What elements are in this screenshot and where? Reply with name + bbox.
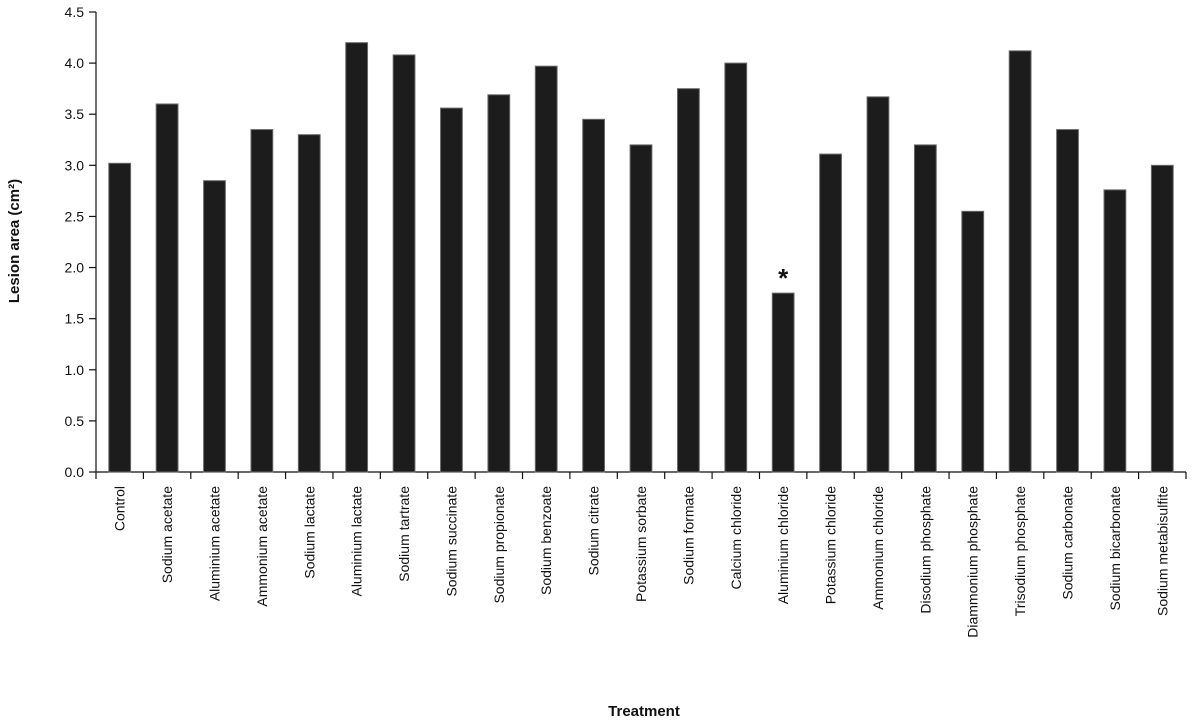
x-category-label: Sodium carbonate <box>1060 486 1076 600</box>
bar <box>819 153 842 473</box>
y-tick-label: 4.5 <box>65 4 85 20</box>
bar <box>392 54 416 473</box>
x-axis: Control Sodium acetate Aluminium acetate Am… <box>95 471 1187 638</box>
bar <box>250 129 274 473</box>
x-category-label: Diammonium phosphate <box>965 486 981 638</box>
bar <box>203 180 226 473</box>
bar <box>155 103 179 473</box>
x-category-label: Ammonium chloride <box>870 486 886 610</box>
x-category-label: Sodium tartrate <box>396 486 412 582</box>
x-category-label: Sodium metabisulfite <box>1154 486 1170 616</box>
bar <box>961 210 985 473</box>
x-category-label: Ammonium acetate <box>254 486 270 607</box>
x-category-label: Sodium acetate <box>159 486 175 583</box>
bars <box>108 42 1174 473</box>
x-category-label: Aluminium lactate <box>349 486 365 597</box>
x-category-label: Calcium chloride <box>728 486 744 590</box>
bar <box>771 292 795 473</box>
x-category-label: Sodium bicarbonate <box>1107 486 1123 611</box>
y-tick-label: 2.5 <box>65 208 85 224</box>
y-axis: 0.0 0.5 1.0 1.5 2.0 2.5 3.0 3.5 4.0 4.5 <box>65 4 97 480</box>
x-category-label: Trisodium phosphate <box>1012 486 1028 616</box>
bar <box>1056 129 1079 473</box>
significance-marker: * <box>778 263 789 293</box>
bar <box>676 88 700 473</box>
bar <box>345 42 369 473</box>
y-tick-label: 0.0 <box>65 464 85 480</box>
bar <box>440 107 463 473</box>
x-category-label: Sodium benzoate <box>538 486 554 595</box>
y-axis-title: Lesion area (cm²) <box>6 179 23 303</box>
annotations: * <box>778 263 789 293</box>
x-category-label: Control <box>112 486 128 531</box>
x-category-label: Sodium lactate <box>301 486 317 579</box>
bar <box>1150 164 1174 473</box>
y-tick-label: 1.5 <box>65 311 85 327</box>
x-category-label: Sodium formate <box>680 486 696 585</box>
bar <box>108 162 132 473</box>
y-tick-label: 1.0 <box>65 362 85 378</box>
bar <box>724 62 748 473</box>
bar <box>534 65 558 473</box>
x-axis-title: Treatment <box>608 703 680 720</box>
x-category-label: Sodium citrate <box>586 486 602 576</box>
y-tick-label: 0.5 <box>65 413 85 429</box>
x-category-label: Aluminium chloride <box>775 486 791 604</box>
y-tick-label: 3.5 <box>65 106 85 122</box>
bar <box>1103 189 1127 473</box>
x-category-label: Sodium propionate <box>491 486 507 604</box>
x-category-label: Sodium succinate <box>443 486 459 597</box>
x-category-label: Aluminium acetate <box>206 486 222 601</box>
bar <box>487 94 511 473</box>
bar <box>582 118 606 473</box>
bar <box>913 144 937 473</box>
x-category-label: Disodium phosphate <box>917 486 933 614</box>
bar <box>1008 50 1032 473</box>
x-category-label: Potassium chloride <box>823 486 839 604</box>
bar <box>629 144 653 473</box>
bar <box>866 96 890 473</box>
bar <box>297 134 321 473</box>
x-category-label: Potassium sorbate <box>633 486 649 602</box>
y-tick-label: 4.0 <box>65 55 85 71</box>
y-tick-label: 2.0 <box>65 260 85 276</box>
y-tick-label: 3.0 <box>65 157 85 173</box>
